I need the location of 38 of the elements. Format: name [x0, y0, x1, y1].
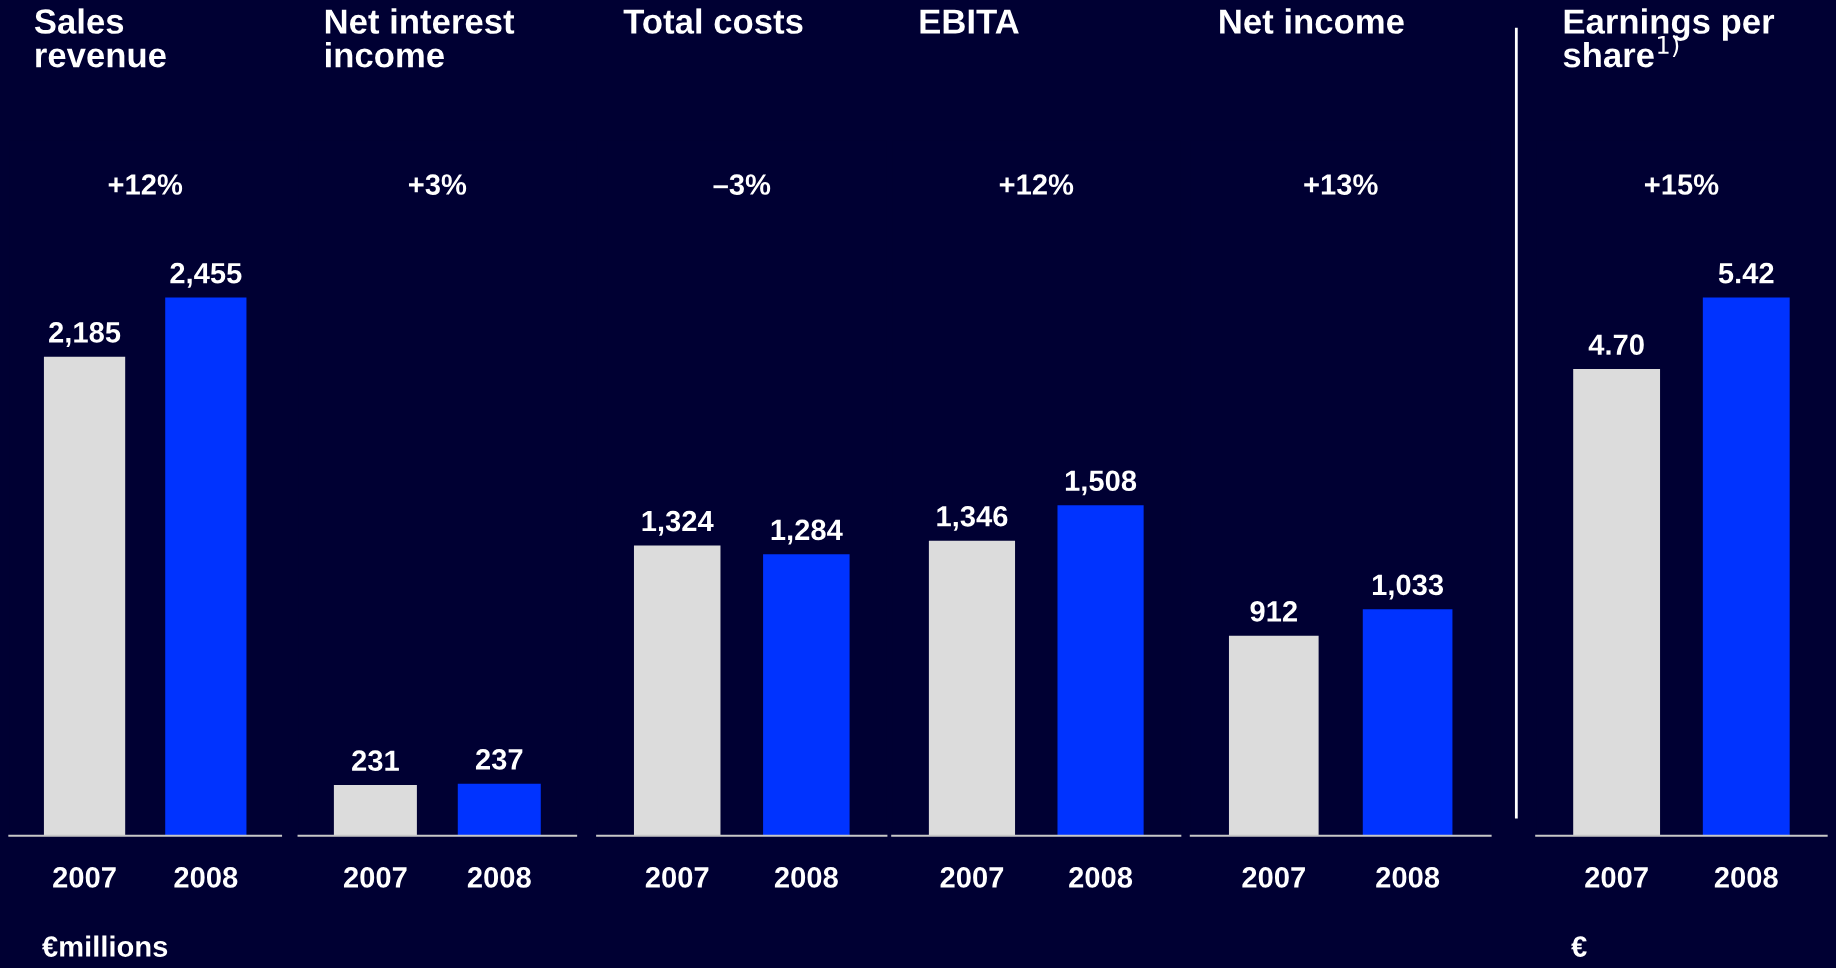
- chart-title: Net income: [1220, 8, 1404, 34]
- data-label: 1,284: [771, 519, 843, 545]
- data-label: 1,508: [1065, 470, 1137, 496]
- text: €: [1571, 936, 1587, 957]
- data-label: 1,324: [642, 510, 714, 536]
- x-tick-label: 2008: [1069, 867, 1133, 888]
- text: +12%: [999, 174, 1074, 195]
- chart-title: Total costs: [623, 8, 803, 34]
- text: +12%: [108, 174, 183, 195]
- x-tick-label: 2007: [1242, 867, 1305, 888]
- x-tick-label: 2008: [1714, 867, 1778, 888]
- text: €millions: [42, 935, 168, 957]
- data-label: 231: [352, 750, 399, 772]
- text: +13%: [1304, 174, 1378, 195]
- text: –3%: [713, 174, 771, 195]
- text: +3%: [408, 174, 467, 195]
- x-tick-label: 2008: [174, 867, 238, 888]
- data-label: 2,185: [49, 322, 121, 347]
- x-tick-label: 2007: [1585, 867, 1648, 888]
- text: +15%: [1644, 174, 1719, 195]
- data-label: 912: [1250, 601, 1297, 622]
- x-tick-label: 2007: [940, 867, 1004, 888]
- x-tick-label: 2007: [645, 867, 709, 888]
- chart-title: Sales revenue: [34, 8, 166, 68]
- chart-title: Earnings per share$^{1)}$: [1563, 8, 1775, 68]
- x-tick-label: 2008: [1376, 867, 1440, 888]
- chart-title: Net interest income: [325, 8, 515, 68]
- data-label: 1,346: [937, 505, 1008, 531]
- data-label: 4.70: [1588, 334, 1644, 355]
- x-tick-label: 2008: [467, 867, 531, 888]
- data-label: 237: [475, 749, 523, 770]
- data-label: 2,455: [170, 262, 242, 288]
- data-label: 1,033: [1372, 574, 1444, 600]
- chart-title: EBITA: [920, 9, 1019, 34]
- x-tick-label: 2008: [774, 867, 838, 888]
- x-tick-label: 2007: [343, 867, 407, 888]
- x-tick-label: 2007: [53, 867, 116, 888]
- data-label: 5.42: [1718, 262, 1774, 284]
